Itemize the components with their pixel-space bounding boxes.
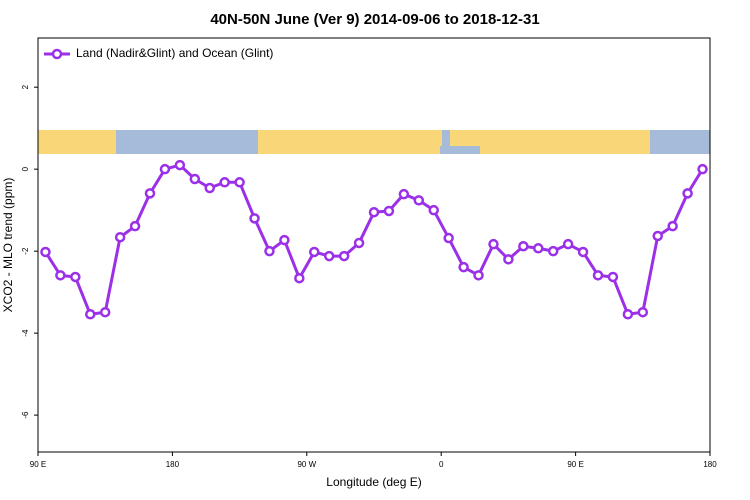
- data-point: [458, 261, 469, 273]
- data-point: [667, 220, 678, 232]
- legend-marker: [51, 48, 63, 60]
- data-point: [189, 173, 201, 185]
- data-point: [547, 245, 559, 257]
- data-point: [204, 182, 215, 194]
- data-point: [144, 188, 156, 199]
- data-point: [294, 272, 305, 284]
- data-point: [338, 250, 350, 262]
- data-point: [488, 238, 499, 250]
- y-tick-label: -2: [21, 247, 30, 255]
- data-point: [518, 240, 529, 252]
- x-tick-label: 90 E: [567, 460, 583, 469]
- data-point: [622, 309, 634, 320]
- land-band: [38, 130, 116, 154]
- data-point: [682, 188, 693, 199]
- data-point: [383, 205, 395, 217]
- land-band: [258, 130, 442, 154]
- plot-frame: [37, 37, 711, 453]
- x-axis-label: Longitude (deg E): [326, 475, 421, 489]
- data-point: [114, 231, 126, 243]
- series-line: [44, 163, 704, 316]
- data-point: [249, 213, 260, 224]
- data-point: [40, 246, 51, 258]
- x-tick-label: 0: [439, 460, 444, 469]
- land-band: [450, 130, 650, 154]
- data-point: [99, 306, 111, 318]
- legend-label: Land (Nadir&Glint) and Ocean (Glint): [76, 46, 273, 60]
- data-point: [577, 246, 589, 258]
- data-point: [413, 195, 425, 206]
- data-point: [159, 163, 171, 175]
- x-tick-label: 180: [166, 460, 180, 469]
- y-tick-label: 0: [21, 166, 30, 171]
- data-point: [473, 270, 484, 281]
- data-point: [174, 159, 186, 171]
- data-point: [129, 220, 141, 232]
- data-point: [264, 245, 275, 257]
- data-point: [55, 270, 66, 281]
- data-point: [398, 188, 410, 200]
- data-point: [697, 163, 708, 175]
- data-point: [443, 232, 454, 244]
- data-point: [607, 271, 619, 283]
- chart-title: 40N-50N June (Ver 9) 2014-09-06 to 2018-…: [210, 11, 539, 28]
- data-point: [353, 237, 365, 249]
- data-point: [323, 250, 335, 262]
- data-point: [85, 309, 96, 320]
- data-point: [592, 270, 604, 281]
- x-tick-label: 90 W: [297, 460, 316, 469]
- y-axis-label: XCO2 - MLO trend (ppm): [1, 178, 15, 313]
- y-tick-label: 2: [21, 84, 30, 89]
- data-point: [219, 177, 230, 188]
- data-point: [234, 177, 245, 188]
- data-point: [533, 243, 544, 254]
- data-point: [652, 230, 663, 242]
- data-point: [428, 204, 439, 216]
- y-tick-label: -6: [21, 411, 30, 419]
- map-band: [38, 130, 710, 154]
- x-tick-label: 90 E: [30, 460, 46, 469]
- data-point: [562, 238, 574, 250]
- y-tick-label: -4: [21, 329, 30, 337]
- data-point: [368, 206, 380, 218]
- data-point: [637, 306, 649, 318]
- data-point: [309, 246, 320, 258]
- x-tick-label: 180: [703, 460, 717, 469]
- data-point: [503, 254, 514, 265]
- ocean-band: [440, 146, 480, 154]
- data-point: [279, 234, 290, 246]
- data-point: [70, 271, 81, 283]
